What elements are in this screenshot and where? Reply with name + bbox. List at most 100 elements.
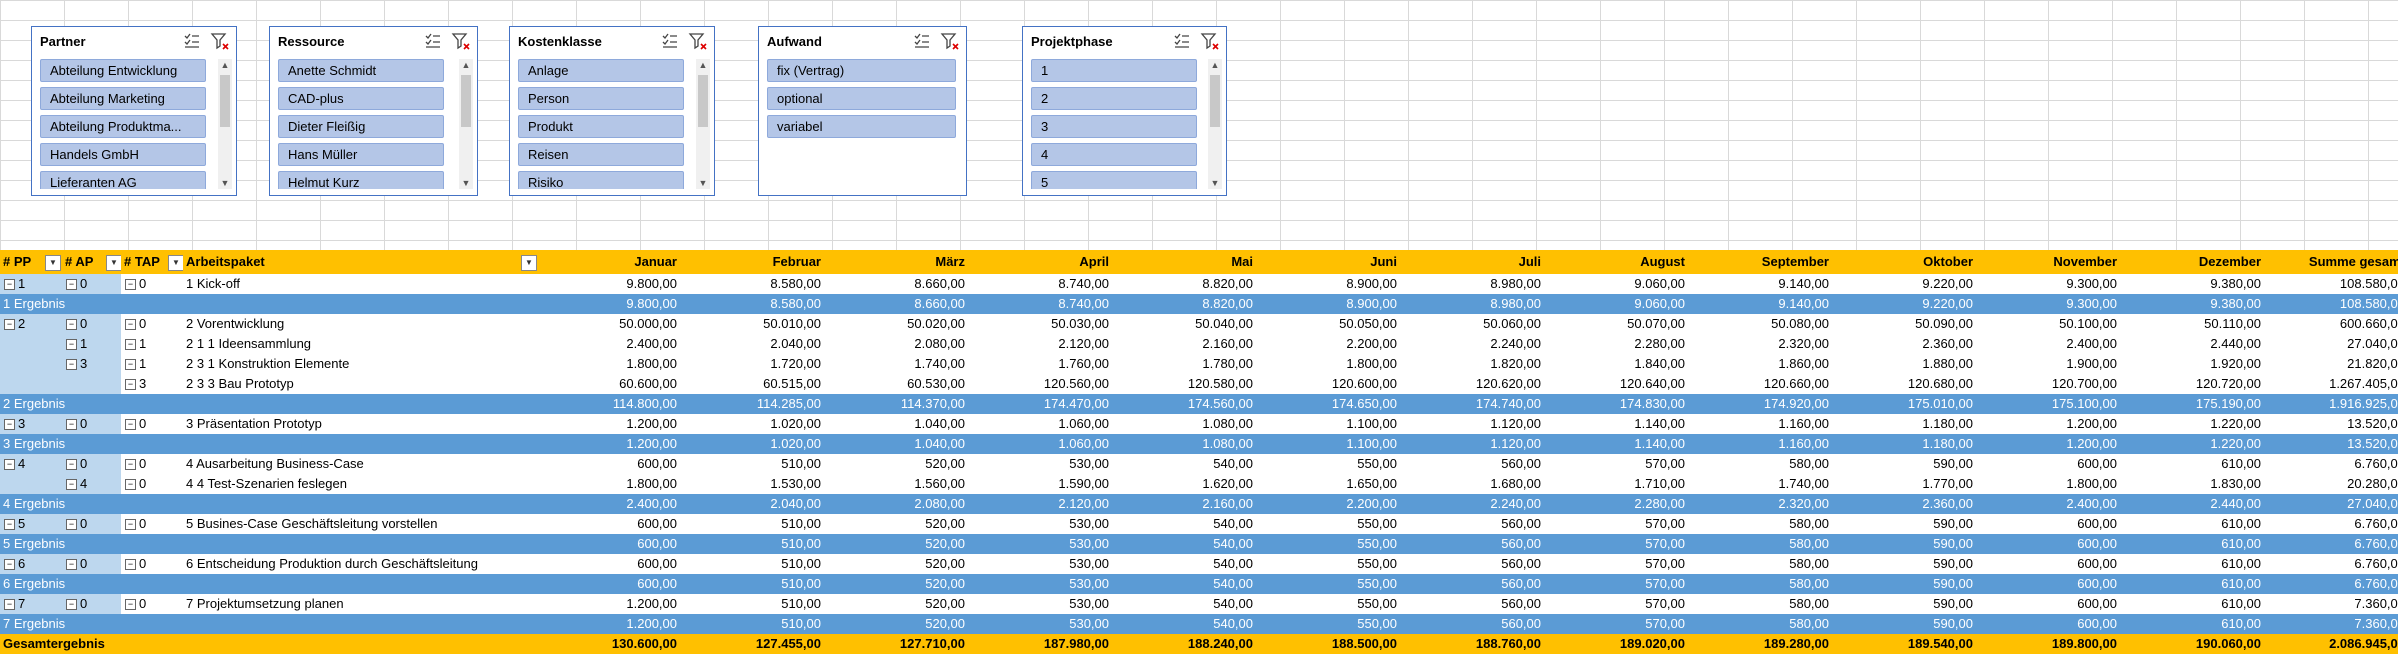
scroll-down-icon[interactable]: ▼ bbox=[698, 178, 708, 188]
slicer-item[interactable]: fix (Vertrag) bbox=[767, 59, 956, 82]
collapse-toggle-icon[interactable]: − bbox=[66, 319, 77, 331]
slicer-item[interactable]: Anlage bbox=[518, 59, 684, 82]
slicer-item[interactable]: Reisen bbox=[518, 143, 684, 166]
multi-select-icon[interactable] bbox=[182, 31, 202, 51]
scroll-up-icon[interactable]: ▲ bbox=[698, 60, 708, 70]
scroll-up-icon[interactable]: ▲ bbox=[220, 60, 230, 70]
slicer-item[interactable]: Handels GmbH bbox=[40, 143, 206, 166]
filter-dropdown-icon[interactable]: ▼ bbox=[106, 255, 121, 271]
value-cell: 7.360,00 bbox=[2354, 596, 2398, 611]
row-field-ap-value: 0 bbox=[80, 596, 88, 611]
scroll-thumb[interactable] bbox=[461, 75, 471, 127]
slicer-scrollbar[interactable]: ▲ ▼ bbox=[218, 59, 232, 189]
collapse-toggle-icon[interactable]: − bbox=[125, 319, 136, 331]
collapse-toggle-icon[interactable]: − bbox=[66, 599, 77, 611]
slicer-item[interactable]: 3 bbox=[1031, 115, 1197, 138]
multi-select-icon[interactable] bbox=[660, 31, 680, 51]
collapse-toggle-icon[interactable]: − bbox=[66, 279, 77, 291]
collapse-toggle-icon[interactable]: − bbox=[125, 479, 136, 491]
collapse-toggle-icon[interactable]: − bbox=[125, 459, 136, 471]
collapse-toggle-icon[interactable]: − bbox=[125, 599, 136, 611]
slicer-item[interactable]: Abteilung Marketing bbox=[40, 87, 206, 110]
slicer-item[interactable]: Lieferanten AG bbox=[40, 171, 206, 189]
collapse-toggle-icon[interactable]: − bbox=[125, 339, 136, 351]
clear-filter-icon[interactable] bbox=[1200, 31, 1220, 51]
slicer-item[interactable]: 1 bbox=[1031, 59, 1197, 82]
scroll-up-icon[interactable]: ▲ bbox=[1210, 60, 1220, 70]
collapse-toggle-icon[interactable]: − bbox=[125, 419, 136, 431]
collapse-toggle-icon[interactable]: − bbox=[4, 319, 15, 331]
multi-select-icon[interactable] bbox=[423, 31, 443, 51]
slicer-kostenklasse[interactable]: Kostenklasse Anlage Person Produkt Reise… bbox=[509, 26, 715, 196]
slicer-item[interactable]: 5 bbox=[1031, 171, 1197, 189]
collapse-toggle-icon[interactable]: − bbox=[4, 459, 15, 471]
slicer-item[interactable]: Anette Schmidt bbox=[278, 59, 444, 82]
slicer-item[interactable]: Abteilung Entwicklung bbox=[40, 59, 206, 82]
scroll-down-icon[interactable]: ▼ bbox=[220, 178, 230, 188]
slicer-item[interactable]: Produkt bbox=[518, 115, 684, 138]
filter-dropdown-icon[interactable]: ▼ bbox=[168, 255, 183, 271]
filter-dropdown-icon[interactable]: ▼ bbox=[45, 255, 61, 271]
multi-select-icon[interactable] bbox=[1172, 31, 1192, 51]
scroll-thumb[interactable] bbox=[220, 75, 230, 127]
collapse-toggle-icon[interactable]: − bbox=[4, 519, 15, 531]
slicer-aufwand[interactable]: Aufwand fix (Vertrag) optional variabel bbox=[758, 26, 967, 196]
value-cell: 1.820,00 bbox=[1490, 356, 1541, 371]
slicer-item[interactable]: Dieter Fleißig bbox=[278, 115, 444, 138]
value-cell: 2.200,00 bbox=[1346, 496, 1397, 511]
value-cell: 510,00 bbox=[781, 596, 821, 611]
value-cell: 8.980,00 bbox=[1490, 296, 1541, 311]
slicer-projektphase[interactable]: Projektphase 1 2 3 4 5 ▲ ▼ bbox=[1022, 26, 1227, 196]
slicer-scrollbar[interactable]: ▲ ▼ bbox=[459, 59, 473, 189]
slicer-item[interactable]: variabel bbox=[767, 115, 956, 138]
collapse-toggle-icon[interactable]: − bbox=[4, 599, 15, 611]
collapse-toggle-icon[interactable]: − bbox=[125, 279, 136, 291]
scroll-thumb[interactable] bbox=[1210, 75, 1220, 127]
slicer-item[interactable]: optional bbox=[767, 87, 956, 110]
clear-filter-icon[interactable] bbox=[451, 31, 471, 51]
row-field-tap: −1 bbox=[121, 334, 183, 354]
collapse-toggle-icon[interactable]: − bbox=[125, 559, 136, 571]
slicer-scrollbar[interactable]: ▲ ▼ bbox=[1208, 59, 1222, 189]
slicer-title: Ressource bbox=[278, 34, 345, 49]
value-cell: 1.800,00 bbox=[1346, 356, 1397, 371]
collapse-toggle-icon[interactable]: − bbox=[125, 379, 136, 391]
slicer-item[interactable]: CAD-plus bbox=[278, 87, 444, 110]
scroll-up-icon[interactable]: ▲ bbox=[461, 60, 471, 70]
collapse-toggle-icon[interactable]: − bbox=[125, 519, 136, 531]
slicer-item[interactable]: Hans Müller bbox=[278, 143, 444, 166]
slicer-ressource[interactable]: Ressource Anette Schmidt CAD-plus Dieter… bbox=[269, 26, 478, 196]
row-field-ap-value: 0 bbox=[80, 316, 88, 331]
scroll-down-icon[interactable]: ▼ bbox=[461, 178, 471, 188]
slicer-item[interactable]: Abteilung Produktma... bbox=[40, 115, 206, 138]
filter-dropdown-icon[interactable]: ▼ bbox=[521, 255, 537, 271]
slicer-item[interactable]: Risiko bbox=[518, 171, 684, 189]
scroll-thumb[interactable] bbox=[698, 75, 708, 127]
row-field-tap: −0 bbox=[121, 274, 183, 294]
slicer-item[interactable]: Person bbox=[518, 87, 684, 110]
slicer-item[interactable]: 2 bbox=[1031, 87, 1197, 110]
collapse-toggle-icon[interactable]: − bbox=[66, 479, 77, 491]
scroll-down-icon[interactable]: ▼ bbox=[1210, 178, 1220, 188]
collapse-toggle-icon[interactable]: − bbox=[66, 459, 77, 471]
collapse-toggle-icon[interactable]: − bbox=[125, 359, 136, 371]
collapse-toggle-icon[interactable]: − bbox=[4, 279, 15, 291]
value-cell: 510,00 bbox=[781, 516, 821, 531]
slicer-item[interactable]: 4 bbox=[1031, 143, 1197, 166]
collapse-toggle-icon[interactable]: − bbox=[66, 419, 77, 431]
collapse-toggle-icon[interactable]: − bbox=[4, 419, 15, 431]
clear-filter-icon[interactable] bbox=[210, 31, 230, 51]
value-cell: 1.530,00 bbox=[770, 476, 821, 491]
collapse-toggle-icon[interactable]: − bbox=[66, 339, 77, 351]
collapse-toggle-icon[interactable]: − bbox=[4, 559, 15, 571]
row-field-pp: −6 bbox=[0, 554, 62, 574]
clear-filter-icon[interactable] bbox=[940, 31, 960, 51]
slicer-item[interactable]: Helmut Kurz bbox=[278, 171, 444, 189]
multi-select-icon[interactable] bbox=[912, 31, 932, 51]
slicer-scrollbar[interactable]: ▲ ▼ bbox=[696, 59, 710, 189]
clear-filter-icon[interactable] bbox=[688, 31, 708, 51]
collapse-toggle-icon[interactable]: − bbox=[66, 519, 77, 531]
collapse-toggle-icon[interactable]: − bbox=[66, 359, 77, 371]
collapse-toggle-icon[interactable]: − bbox=[66, 559, 77, 571]
slicer-partner[interactable]: Partner Abteilung Entwicklung Abteilung … bbox=[31, 26, 237, 196]
